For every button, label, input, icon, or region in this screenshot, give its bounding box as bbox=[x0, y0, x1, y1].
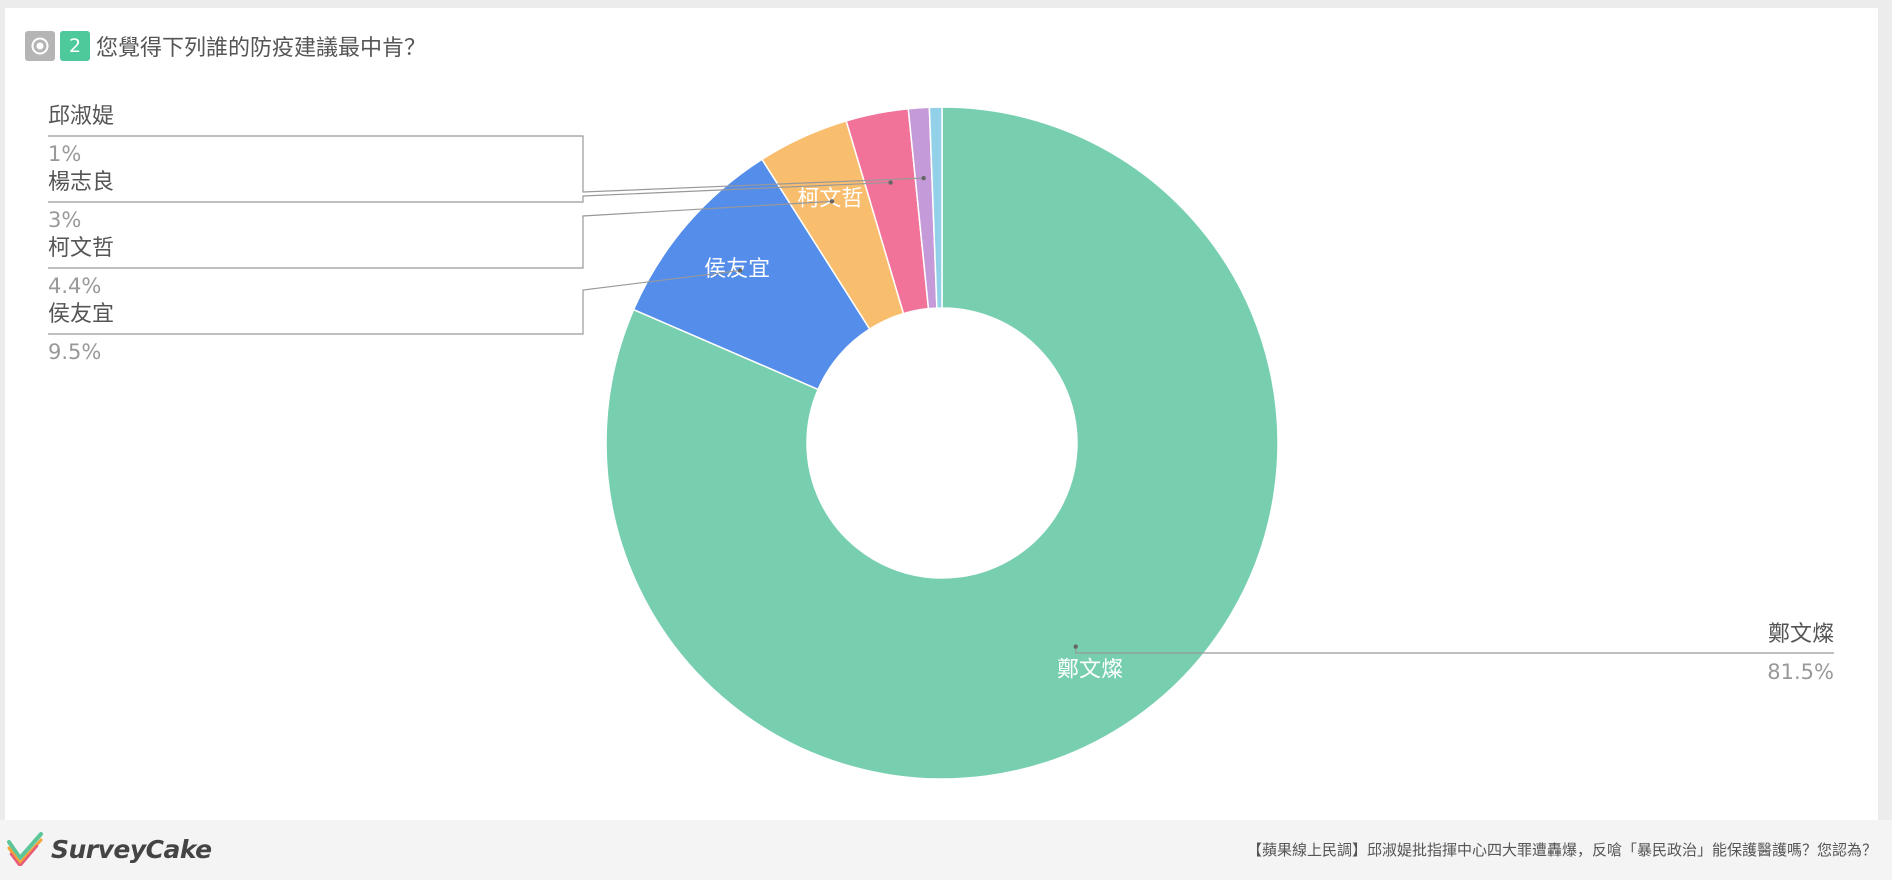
connector-dot-2 bbox=[829, 199, 835, 204]
question-title: 您覺得下列誰的防疫建議最中肯？ bbox=[96, 36, 427, 61]
pie-slice-1 bbox=[632, 158, 871, 391]
slice-inner-label-0: 鄭文燦 bbox=[1057, 657, 1123, 682]
eye-icon[interactable] bbox=[25, 31, 55, 61]
footer: SurveyCake 【蘋果線上民調】邱淑媞批指揮中心四大罪遭轟爆，反嗆「暴民政… bbox=[0, 820, 1892, 880]
legend-label-4: 邱淑媞 bbox=[48, 104, 114, 129]
connector-line-2 bbox=[48, 200, 833, 269]
pie-slice-5 bbox=[928, 106, 943, 309]
donut-chart: 鄭文燦 侯友宜 柯文哲 邱淑媞 1% 楊志良 3% 柯文哲 4.4% 侯友宜 9.5% 鄭文燦 81.5… bbox=[48, 104, 1834, 780]
brand[interactable]: SurveyCake bbox=[7, 832, 212, 866]
connector-dot-0 bbox=[1073, 644, 1078, 649]
legend-value-1: 9.5% bbox=[48, 340, 101, 364]
legend-label-1: 侯友宜 bbox=[48, 302, 114, 327]
slice-inner-label-1: 侯友宜 bbox=[704, 257, 770, 282]
question-number-badge: 2 bbox=[60, 31, 90, 61]
surveycake-logo-icon bbox=[7, 832, 43, 866]
legend-label-2: 柯文哲 bbox=[48, 236, 114, 261]
pie-slice-0 bbox=[605, 106, 1279, 780]
legend-label-3: 楊志良 bbox=[48, 170, 114, 195]
legend-value-2: 4.4% bbox=[48, 274, 101, 298]
connector-line-1 bbox=[48, 269, 741, 335]
connector-dot-1 bbox=[737, 268, 743, 273]
legend-label-0: 鄭文燦 bbox=[1768, 622, 1834, 647]
connector-line-3 bbox=[48, 181, 891, 203]
slice-inner-label-2: 柯文哲 bbox=[797, 187, 863, 212]
connector-line-4 bbox=[48, 135, 924, 193]
question-header: 2 您覺得下列誰的防疫建議最中肯？ bbox=[25, 30, 426, 62]
survey-title: 【蘋果線上民調】邱淑媞批指揮中心四大罪遭轟爆，反嗆「暴民政治」能保護醫護嗎？您認… bbox=[1246, 841, 1877, 859]
connector-dot-3 bbox=[888, 180, 893, 185]
connector-dot-4 bbox=[921, 175, 926, 181]
legend-value-0: 81.5% bbox=[1767, 660, 1834, 684]
legend-value-4: 1% bbox=[48, 142, 81, 166]
legend-value-3: 3% bbox=[48, 208, 81, 232]
brand-name: SurveyCake bbox=[51, 834, 212, 864]
